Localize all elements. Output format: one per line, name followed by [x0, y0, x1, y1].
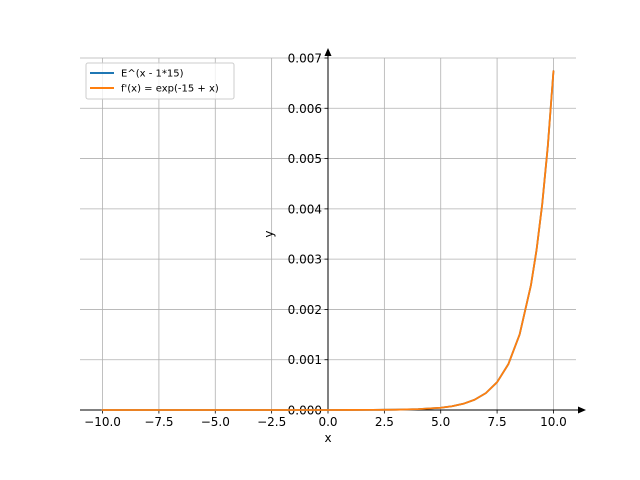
legend-label-series-2: f'(x) = exp(-15 + x)	[121, 84, 219, 95]
y-axis-label: y	[262, 230, 276, 237]
x-axis-arrow	[578, 406, 586, 414]
x-tick-label: −5.0	[201, 415, 230, 429]
series-line-2	[101, 70, 555, 411]
x-tick-label: −7.5	[144, 415, 173, 429]
y-tick-label: 0.001	[288, 353, 322, 367]
series	[101, 70, 555, 411]
legend: E^(x - 1*15) f'(x) = exp(-15 + x)	[85, 62, 235, 100]
x-axis-label: x	[324, 431, 331, 445]
x-tick-label: −10.0	[84, 415, 121, 429]
ticks: −10.0 −7.5 −5.0 −2.5 0.0 2.5 5.0 7.5 10.00.0000.…	[84, 52, 567, 430]
y-tick-label: 0.003	[288, 253, 322, 267]
legend-box	[85, 62, 235, 100]
y-tick-label: 0.006	[288, 102, 322, 116]
x-tick-label: 0.0	[318, 415, 337, 429]
x-tick-label: −2.5	[257, 415, 286, 429]
x-tick-label: 7.5	[488, 415, 507, 429]
x-tick-label: 10.0	[540, 415, 567, 429]
y-tick-label: 0.004	[288, 202, 322, 216]
y-tick-label: 0.002	[288, 303, 322, 317]
y-axis-arrow	[324, 48, 332, 56]
x-tick-label: 5.0	[431, 415, 450, 429]
legend-label-series-1: E^(x - 1*15)	[121, 69, 184, 80]
x-tick-label: 2.5	[375, 415, 394, 429]
y-tick-label: 0.007	[288, 52, 322, 66]
y-tick-label: 0.005	[288, 152, 322, 166]
